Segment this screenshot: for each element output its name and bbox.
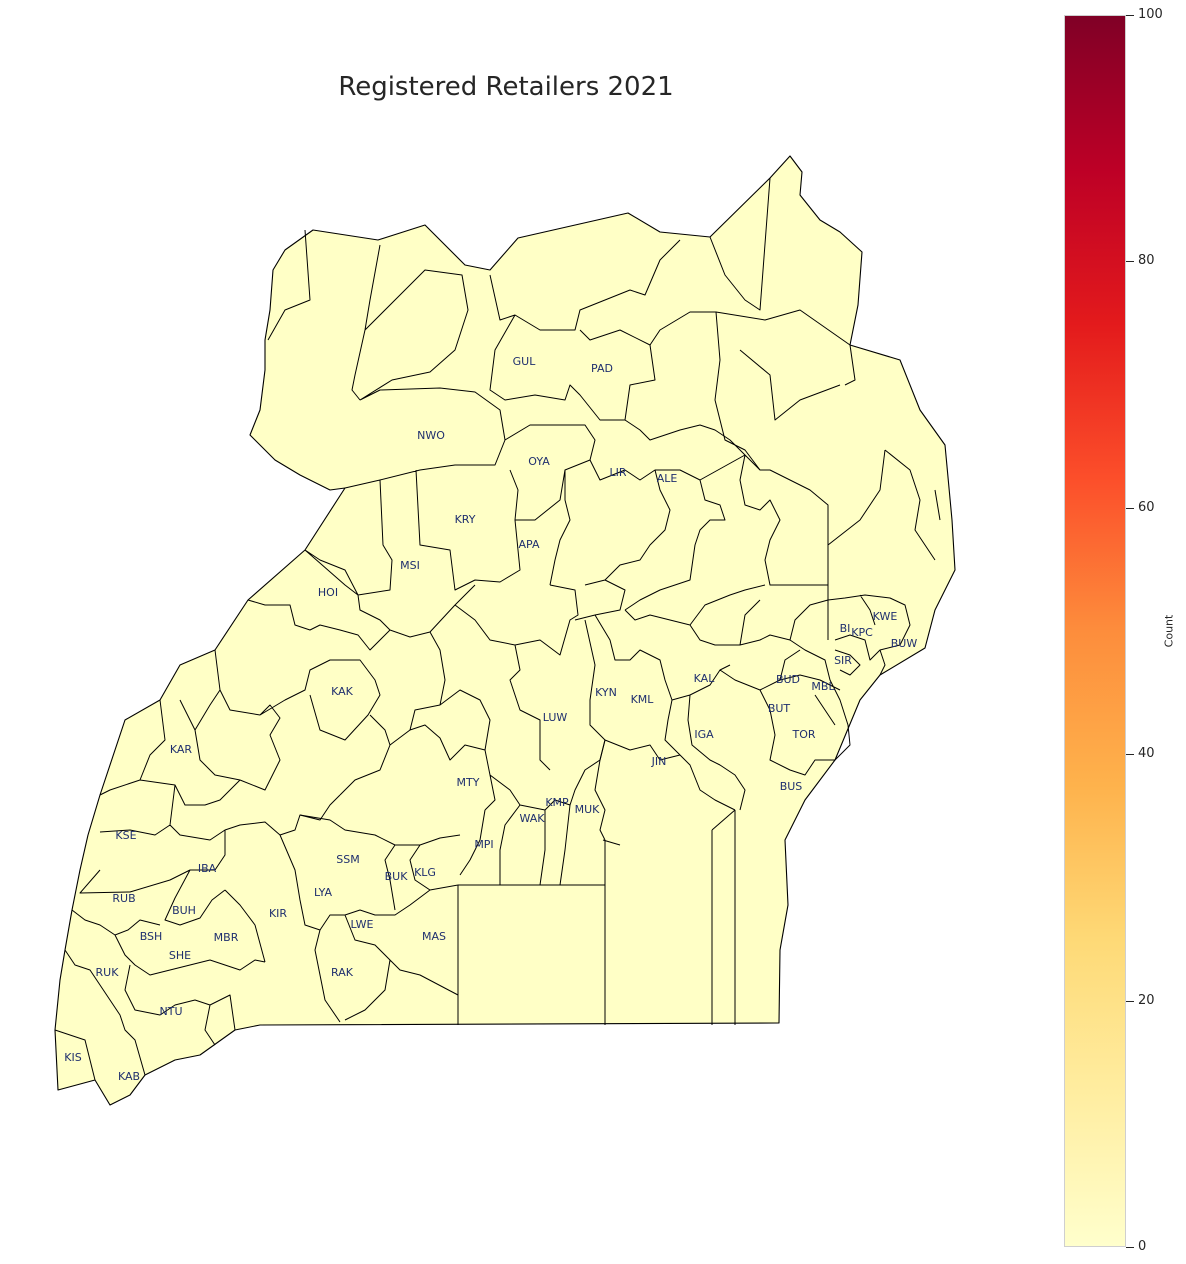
label-KWE: KWE <box>873 610 898 623</box>
label-NWO: NWO <box>417 429 445 442</box>
label-SIR: SIR <box>834 654 852 667</box>
colorbar-tick-mark <box>1126 15 1134 16</box>
label-MUK: MUK <box>575 803 601 816</box>
label-KML: KML <box>631 693 655 706</box>
label-MBL: MBL <box>811 680 835 693</box>
label-BUW: BUW <box>891 637 918 650</box>
label-APA: APA <box>519 538 540 551</box>
label-ALE: ALE <box>657 472 678 485</box>
label-KLG: KLG <box>414 866 436 879</box>
label-RAK: RAK <box>331 966 354 979</box>
label-LWE: LWE <box>351 918 374 931</box>
label-HOI: HOI <box>318 586 338 599</box>
label-BUH: BUH <box>172 904 196 917</box>
colorbar-tick-label: 60 <box>1138 500 1155 515</box>
label-SSM: SSM <box>336 853 359 866</box>
colorbar-tick-label: 40 <box>1138 746 1155 761</box>
label-KRY: KRY <box>455 513 476 526</box>
colorbar-tick-label: 0 <box>1138 1239 1147 1254</box>
colorbar-tick-mark <box>1126 754 1134 755</box>
colorbar-tick-label: 20 <box>1138 993 1155 1008</box>
colorbar-tick-label: 100 <box>1138 7 1163 22</box>
label-IGA: IGA <box>694 728 714 741</box>
label-KYN: KYN <box>595 686 617 699</box>
label-SHE: SHE <box>169 949 191 962</box>
colorbar-tick-mark <box>1126 508 1134 509</box>
colorbar-label: Count <box>1162 614 1176 648</box>
lake-boundaries <box>457 809 736 1025</box>
label-KSE: KSE <box>115 829 136 842</box>
label-MTY: MTY <box>457 776 480 789</box>
district-boundaries-central <box>224 579 673 1023</box>
label-BI: BI <box>840 622 851 635</box>
district-labels: GUL PAD NWO OYA LIR ALE KRY APA MSI HOI … <box>64 355 917 1083</box>
district-boundaries <box>54 177 851 1081</box>
label-KAR: KAR <box>170 743 193 756</box>
label-MBR: MBR <box>214 931 239 944</box>
label-PAD: PAD <box>591 362 613 375</box>
label-MAS: MAS <box>422 930 446 943</box>
label-KAL: KAL <box>694 672 716 685</box>
label-LYA: LYA <box>314 886 333 899</box>
label-MPI: MPI <box>474 838 493 851</box>
label-BSH: BSH <box>140 930 163 943</box>
district-boundaries-east <box>549 344 941 841</box>
label-NTU: NTU <box>160 1005 183 1018</box>
label-BUS: BUS <box>780 780 803 793</box>
label-BUK: BUK <box>385 870 409 883</box>
label-LIR: LIR <box>609 466 626 479</box>
label-KAK: KAK <box>331 685 354 698</box>
label-BUD: BUD <box>776 673 800 686</box>
colorbar-tick-mark <box>1126 1247 1134 1248</box>
colorbar <box>1064 15 1126 1247</box>
label-KAB: KAB <box>118 1070 140 1083</box>
label-LUW: LUW <box>543 711 568 724</box>
label-RUB: RUB <box>112 892 135 905</box>
colorbar-tick-label: 80 <box>1138 253 1155 268</box>
label-BUT: BUT <box>768 702 791 715</box>
choropleth-map: GUL PAD NWO OYA LIR ALE KRY APA MSI HOI … <box>54 155 956 1106</box>
label-MSI: MSI <box>400 559 420 572</box>
colorbar-tick-mark <box>1126 261 1134 262</box>
label-TOR: TOR <box>791 728 815 741</box>
label-WAK: WAK <box>519 812 545 825</box>
label-KPC: KPC <box>851 626 873 639</box>
country-outline <box>54 155 956 1106</box>
label-KMP: KMP <box>545 796 569 809</box>
label-KIR: KIR <box>269 907 287 920</box>
colorbar-tick-mark <box>1126 1001 1134 1002</box>
label-GUL: GUL <box>513 355 537 368</box>
label-RUK: RUK <box>96 966 120 979</box>
map-title: Registered Retailers 2021 <box>338 72 674 102</box>
label-IBA: IBA <box>198 862 217 875</box>
label-OYA: OYA <box>528 455 550 468</box>
label-KIS: KIS <box>64 1051 81 1064</box>
label-JIN: JIN <box>651 755 667 768</box>
